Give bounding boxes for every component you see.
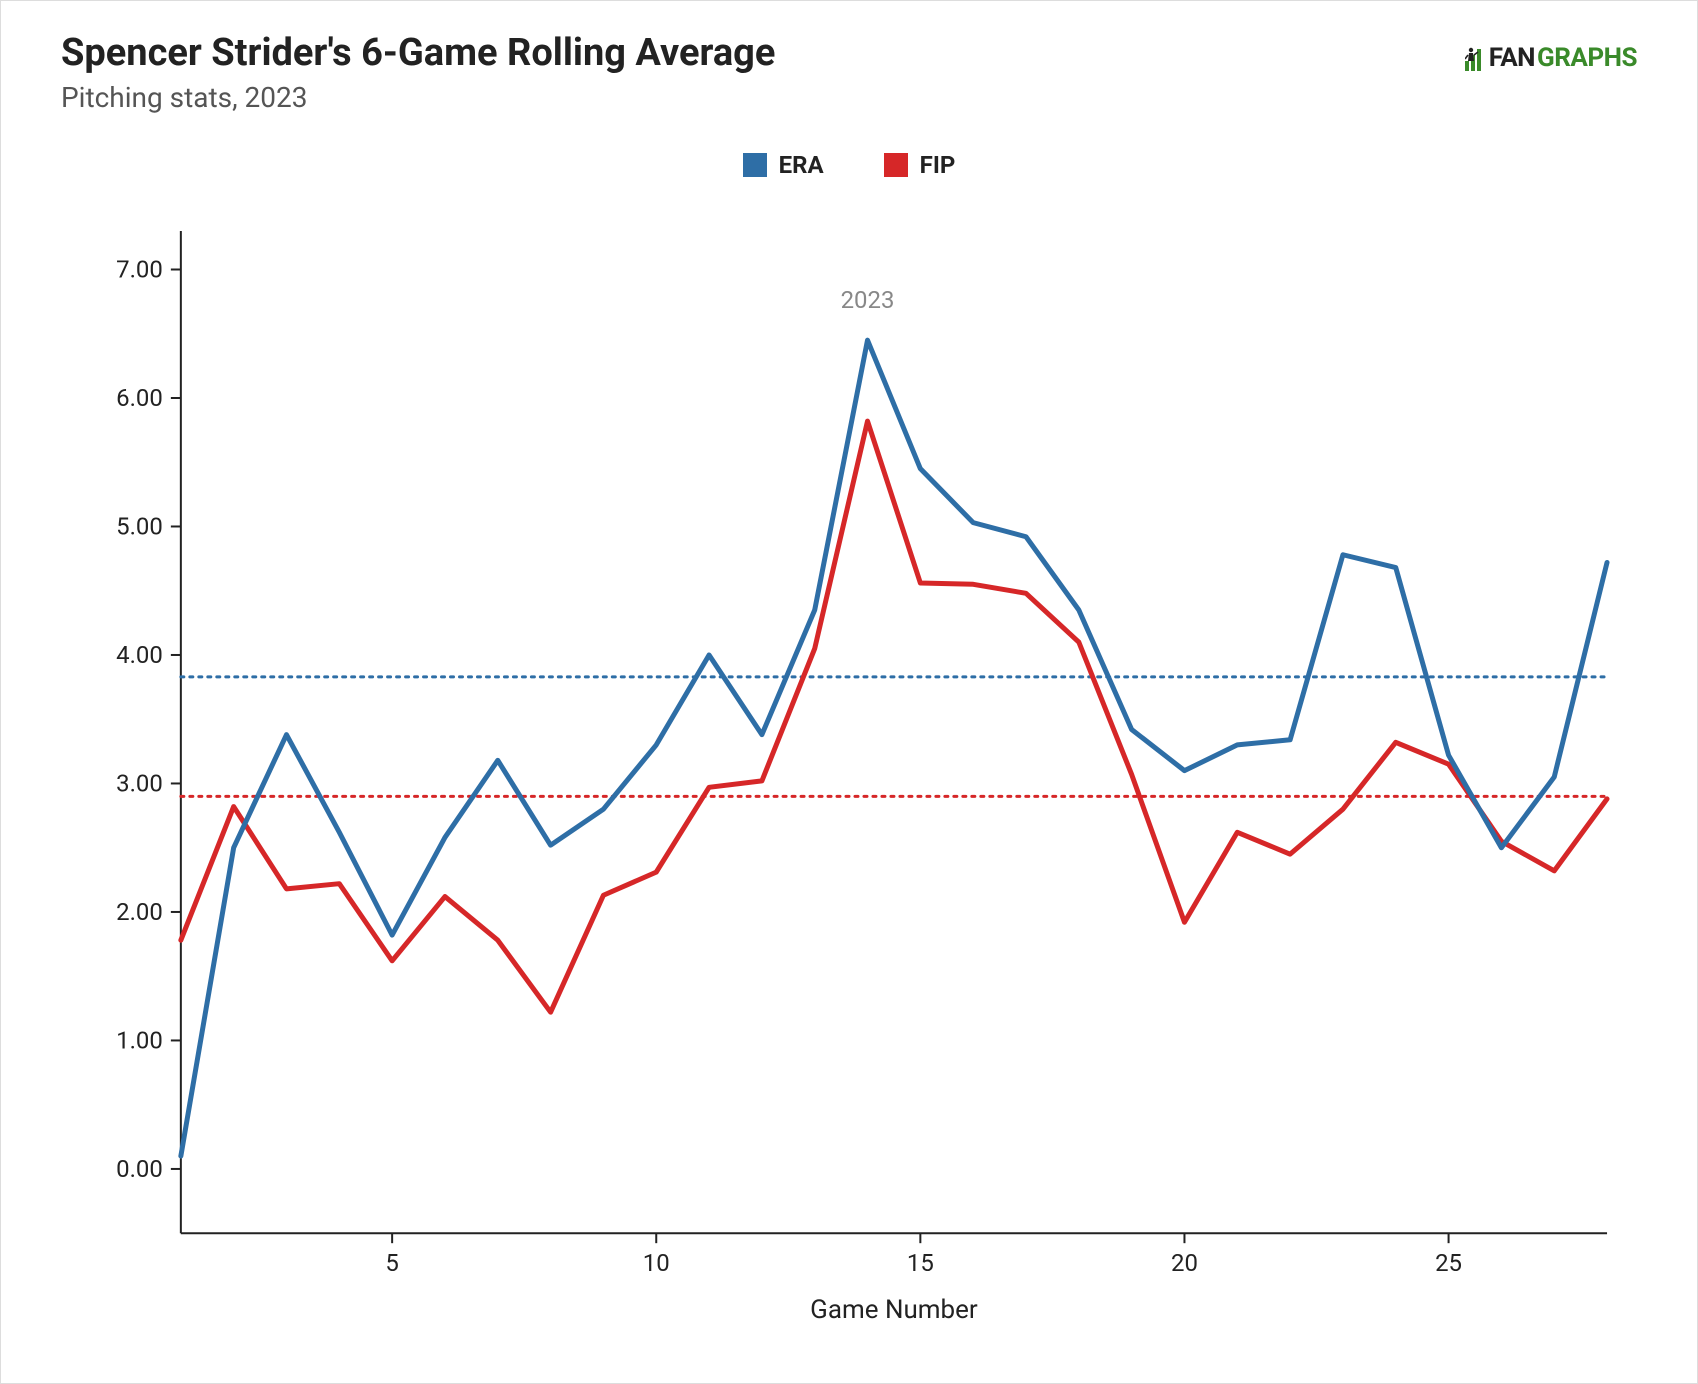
fangraphs-icon [1465, 45, 1487, 71]
svg-text:5: 5 [385, 1249, 398, 1277]
chart-plot-area: 0.001.002.003.004.005.006.007.0051015202… [61, 201, 1637, 1343]
svg-text:25: 25 [1435, 1249, 1462, 1277]
svg-text:15: 15 [907, 1249, 934, 1277]
chart-title: Spencer Strider's 6-Game Rolling Average [61, 31, 775, 75]
svg-text:10: 10 [643, 1249, 670, 1277]
chart-subtitle: Pitching stats, 2023 [61, 81, 775, 114]
svg-text:5.00: 5.00 [116, 512, 163, 540]
svg-text:4.00: 4.00 [116, 641, 163, 669]
svg-text:0.00: 0.00 [116, 1155, 163, 1183]
logo-text-graphs: GRAPHS [1537, 43, 1637, 73]
svg-text:20: 20 [1171, 1249, 1198, 1277]
chart-legend: ERA FIP [1, 151, 1697, 179]
legend-label-era: ERA [779, 151, 824, 179]
svg-text:6.00: 6.00 [116, 384, 163, 412]
svg-text:2.00: 2.00 [116, 898, 163, 926]
svg-text:Game Number: Game Number [810, 1295, 978, 1325]
chart-header: Spencer Strider's 6-Game Rolling Average… [61, 31, 775, 114]
logo-text-fan: FAN [1489, 43, 1535, 73]
legend-item-era[interactable]: ERA [743, 151, 824, 179]
chart-svg: 0.001.002.003.004.005.006.007.0051015202… [61, 201, 1637, 1343]
legend-item-fip[interactable]: FIP [884, 151, 956, 179]
legend-swatch-era [743, 153, 767, 177]
svg-text:2023: 2023 [841, 286, 895, 314]
svg-text:3.00: 3.00 [116, 769, 163, 797]
svg-text:7.00: 7.00 [116, 255, 163, 283]
fangraphs-logo: FANGRAPHS [1465, 43, 1637, 73]
legend-swatch-fip [884, 153, 908, 177]
chart-container: Spencer Strider's 6-Game Rolling Average… [0, 0, 1698, 1384]
svg-text:1.00: 1.00 [116, 1026, 163, 1054]
legend-label-fip: FIP [920, 151, 956, 179]
